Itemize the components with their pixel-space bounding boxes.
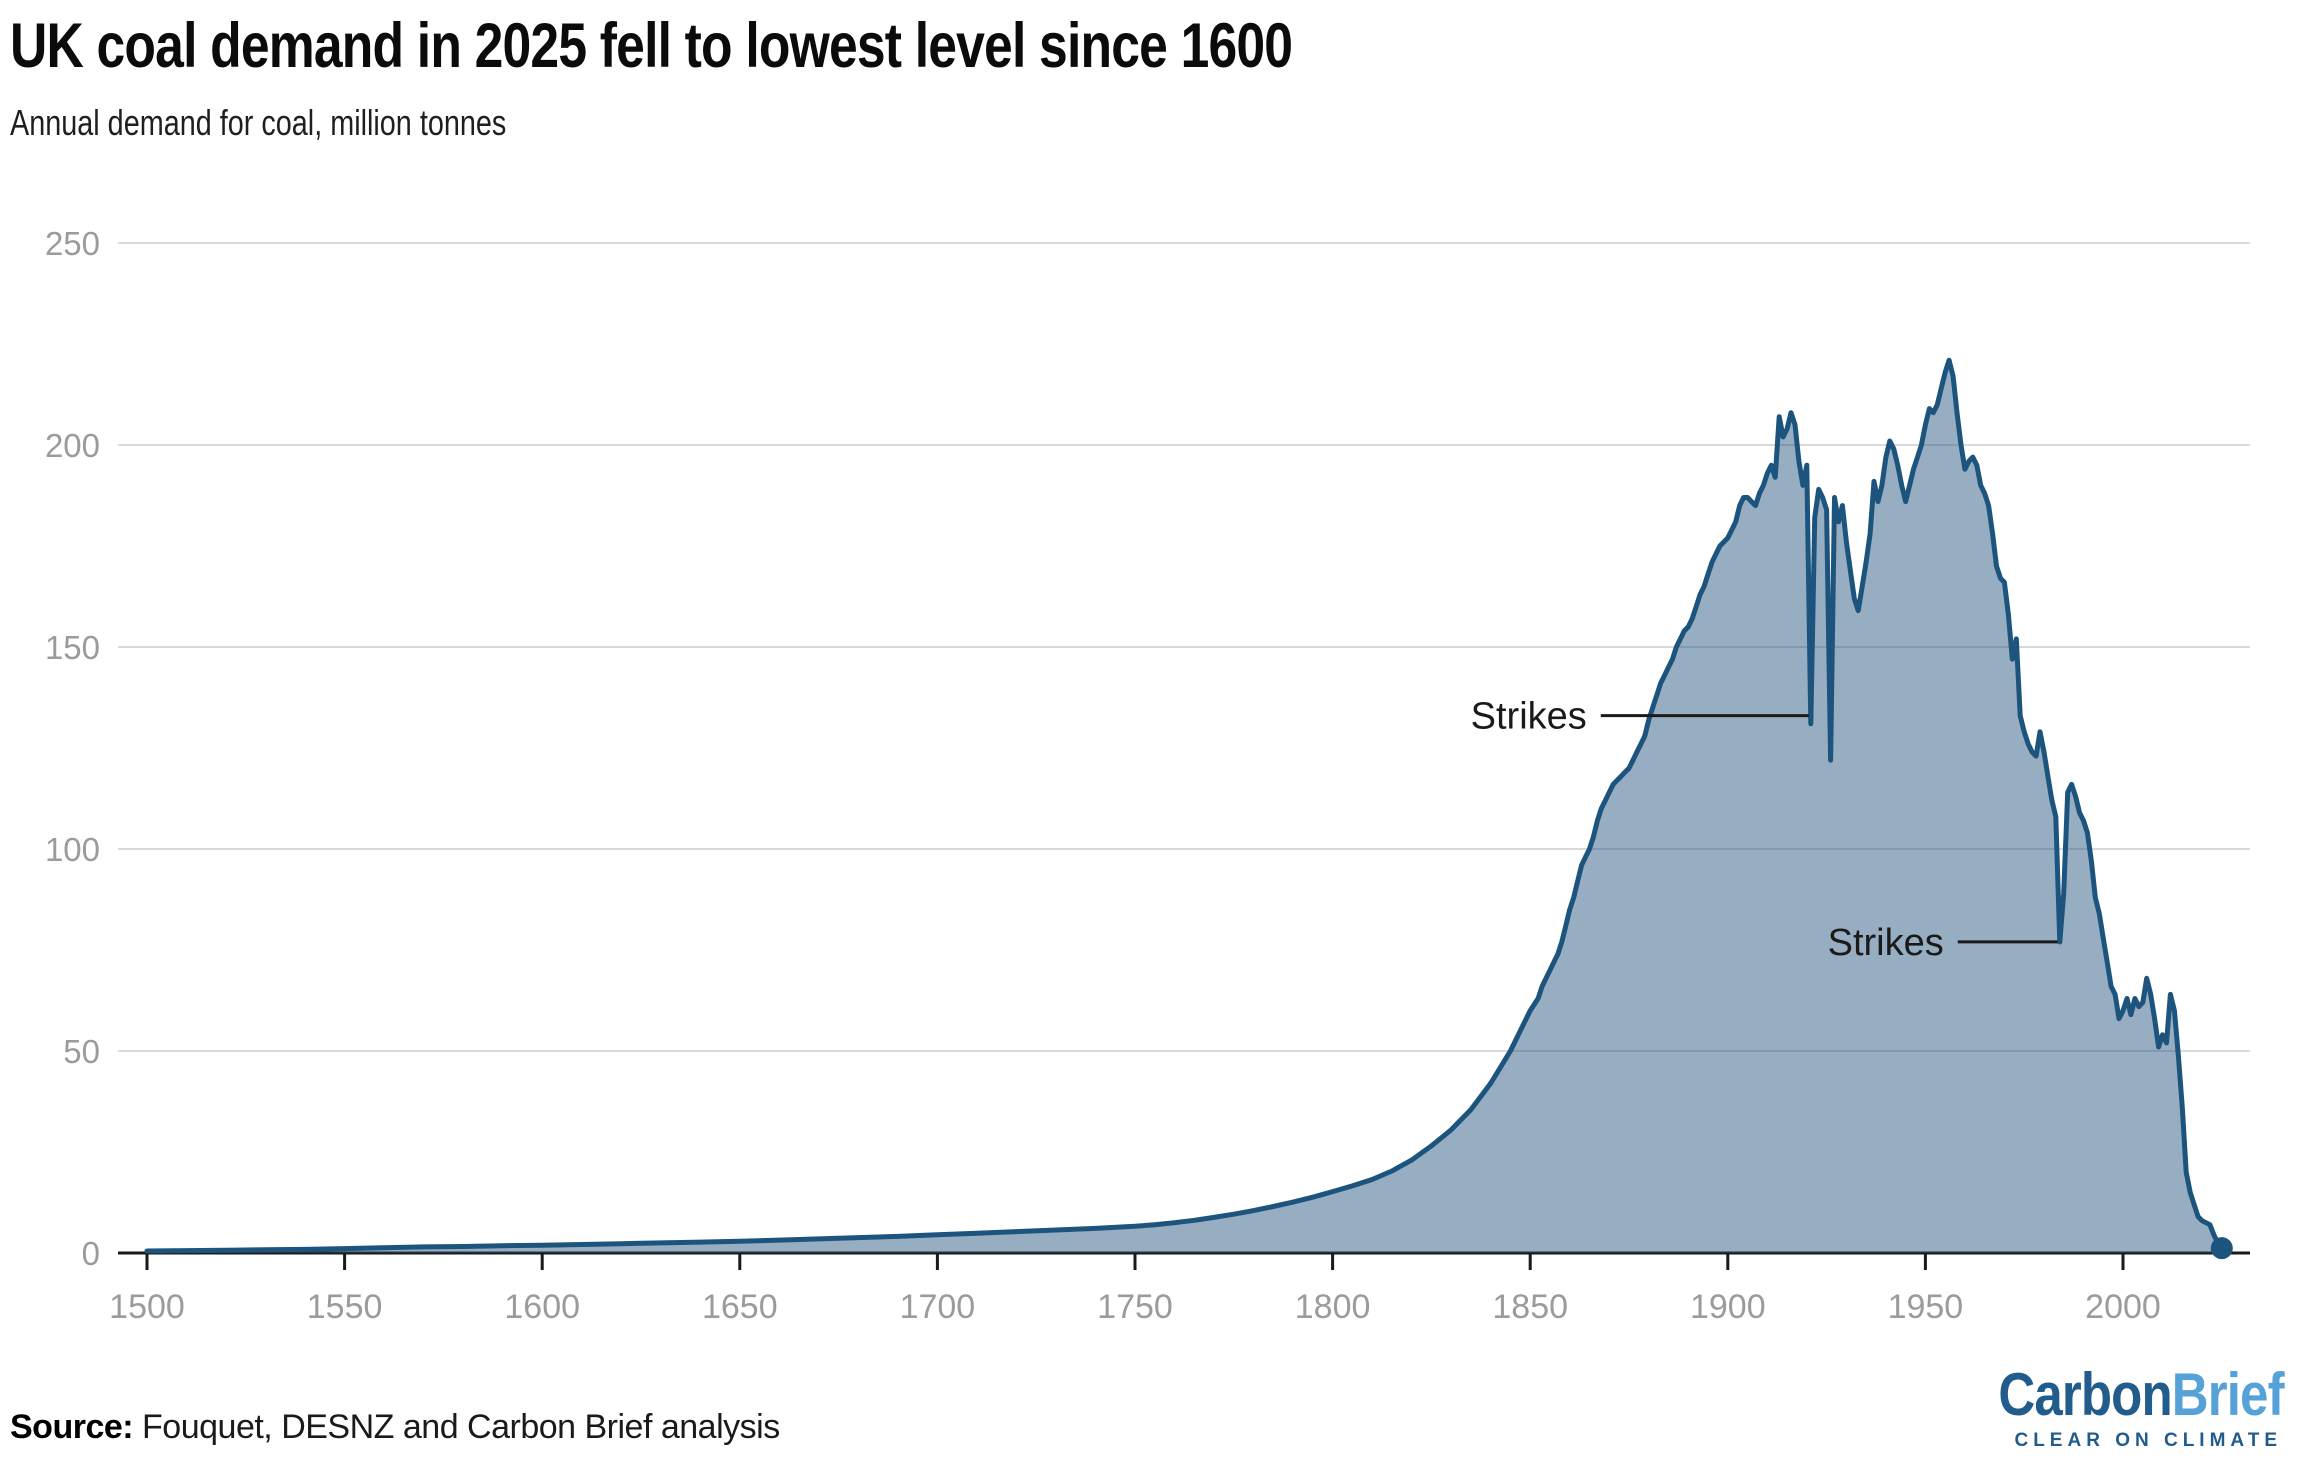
x-tick-label-1850: 1850: [1492, 1288, 1568, 1326]
coal-demand-area: [147, 360, 2222, 1253]
x-tick-label-1500: 1500: [109, 1288, 185, 1326]
x-tick-label-1600: 1600: [504, 1288, 580, 1326]
logo-brief: Brief: [2172, 1361, 2285, 1428]
source-label: Source:: [10, 1408, 134, 1446]
page-title: UK coal demand in 2025 fell to lowest le…: [10, 11, 1293, 81]
source-text: Fouquet, DESNZ and Carbon Brief analysis: [133, 1408, 780, 1446]
source-note: Source: Fouquet, DESNZ and Carbon Brief …: [10, 1408, 780, 1447]
chart-subtitle: Annual demand for coal, million tonnes: [10, 102, 507, 143]
x-tick-label-1800: 1800: [1295, 1288, 1371, 1326]
y-tick-label-100: 100: [45, 831, 100, 868]
x-tick-label-1650: 1650: [702, 1288, 778, 1326]
x-tick-label-2000: 2000: [2085, 1288, 2161, 1326]
carbonbrief-logo: CarbonBrief CLEAR ON CLIMATE: [1948, 1361, 2285, 1452]
x-tick-label-1950: 1950: [1888, 1288, 1964, 1326]
strikes-annotation-1921: Strikes: [1471, 696, 1587, 738]
x-tick-label-1550: 1550: [307, 1288, 383, 1326]
logo-tagline: CLEAR ON CLIMATE: [2014, 1430, 2282, 1451]
logo-carbon: Carbon: [1998, 1361, 2173, 1428]
y-tick-label-250: 250: [45, 225, 100, 262]
y-tick-label-200: 200: [45, 427, 100, 464]
carbonbrief-wordmark: CarbonBrief: [1998, 1361, 2285, 1428]
y-tick-label-0: 0: [82, 1235, 100, 1272]
coal-demand-line: [144, 357, 2225, 1254]
x-tick-label-1900: 1900: [1690, 1288, 1766, 1326]
strikes-annotation-1984: Strikes: [1828, 922, 1944, 964]
y-tick-label-150: 150: [45, 629, 100, 666]
latest-point-marker: [2210, 1237, 2233, 1260]
x-tick-label-1700: 1700: [900, 1288, 976, 1326]
x-tick-label-1750: 1750: [1097, 1288, 1173, 1326]
y-tick-label-50: 50: [63, 1033, 100, 1070]
